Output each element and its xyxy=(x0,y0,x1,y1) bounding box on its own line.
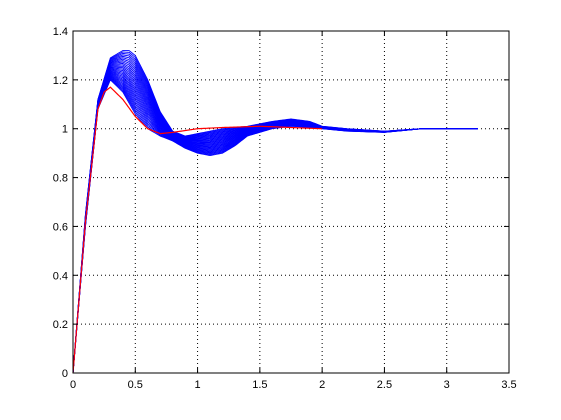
y-tick-label: 0.8 xyxy=(53,173,68,185)
x-tick-label: 2.5 xyxy=(377,379,392,391)
axes-box xyxy=(72,30,510,374)
y-tick-label: 1 xyxy=(62,124,68,136)
reference-response xyxy=(72,86,323,374)
x-tick-label: 2 xyxy=(319,379,325,391)
response-curve xyxy=(72,50,478,374)
reference-curve xyxy=(72,86,323,374)
x-tick-label: 0.5 xyxy=(128,379,143,391)
y-axis-tick-labels: 0 0.2 0.4 0.6 0.8 1 1.2 1.4 xyxy=(53,26,68,380)
x-tick-label: 3 xyxy=(444,379,450,391)
x-tick-label: 3.5 xyxy=(501,379,516,391)
axis-ticks xyxy=(72,30,510,374)
x-tick-label: 0 xyxy=(70,379,76,391)
y-tick-label: 0.6 xyxy=(53,221,68,233)
x-tick-label: 1 xyxy=(195,379,201,391)
y-tick-label: 0.4 xyxy=(53,270,68,282)
x-tick-label: 1.5 xyxy=(252,379,267,391)
y-tick-label: 1.2 xyxy=(53,75,68,87)
y-tick-label: 0.2 xyxy=(53,319,68,331)
y-tick-label: 0 xyxy=(62,368,68,380)
x-axis-tick-labels: 0 0.5 1 1.5 2 2.5 3 3.5 xyxy=(70,379,517,391)
y-tick-label: 1.4 xyxy=(53,26,68,38)
